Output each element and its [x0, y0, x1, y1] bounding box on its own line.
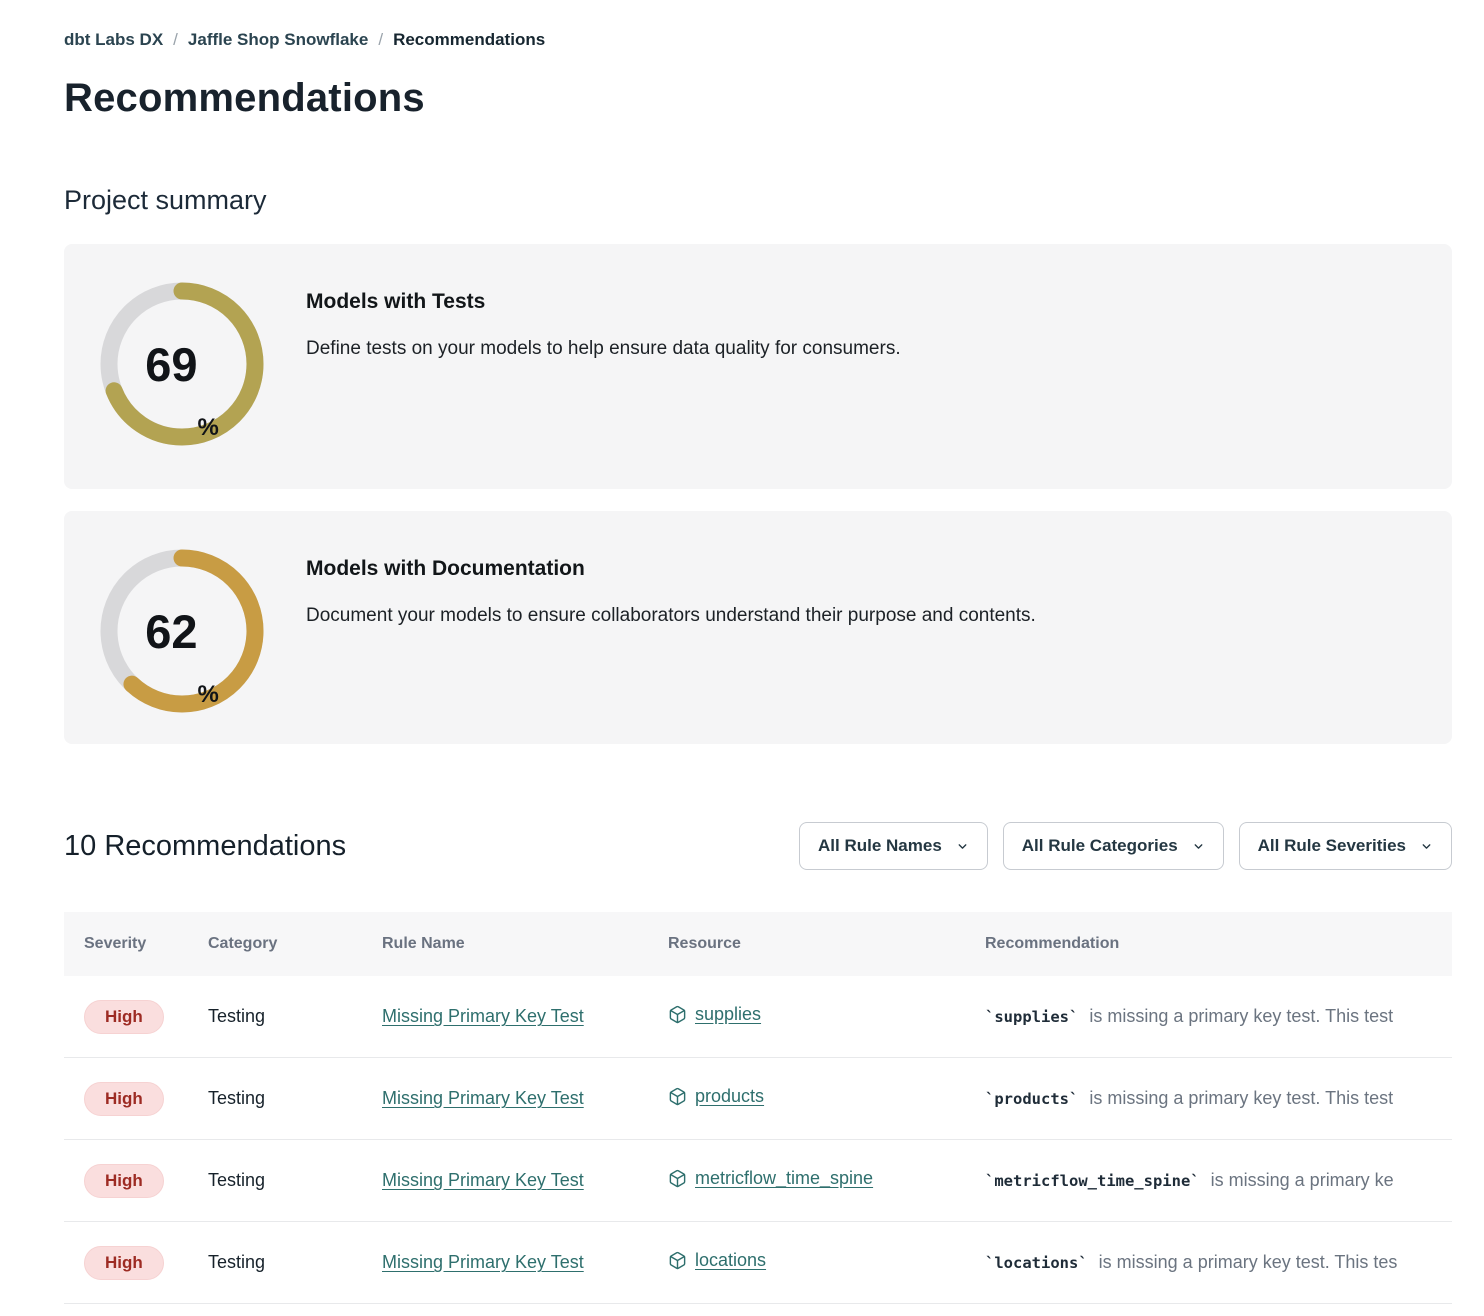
- resource-link[interactable]: products: [695, 1086, 765, 1106]
- recommendation-text: is missing a primary key test. This tes: [1098, 1252, 1398, 1272]
- documentation-percent-sign: %: [197, 681, 219, 708]
- model-cube-icon: [669, 1005, 686, 1024]
- category-cell: Testing: [208, 1088, 266, 1108]
- resource-link[interactable]: locations: [695, 1250, 767, 1270]
- documentation-percent-value: 62: [145, 604, 198, 658]
- table-row: High Testing Missing Primary Key Test me…: [64, 1140, 1452, 1222]
- tests-percent-label: 69 %: [100, 282, 264, 446]
- column-header-resource: Resource: [668, 935, 741, 952]
- rule-severities-filter-dropdown[interactable]: All Rule Severities: [1238, 822, 1452, 870]
- chevron-down-icon: [958, 843, 967, 849]
- recommendation-cell: `locations` is missing a primary key tes…: [985, 1252, 1452, 1273]
- breadcrumb-item-current: Recommendations: [393, 30, 546, 49]
- table-row: High Testing Missing Primary Key Test lo…: [64, 1222, 1452, 1304]
- breadcrumb-separator: /: [173, 30, 178, 49]
- recommendation-cell: `products` is missing a primary key test…: [985, 1088, 1452, 1109]
- table-header-row: Severity Category Rule Name Resource Rec…: [64, 912, 1452, 976]
- rule-name-link[interactable]: Missing Primary Key Test: [382, 1006, 584, 1026]
- column-header-category: Category: [208, 935, 278, 952]
- recommendation-text: is missing a primary key test. This test: [1089, 1088, 1394, 1108]
- resource-link[interactable]: supplies: [695, 1004, 762, 1024]
- column-header-recommendation: Recommendation: [985, 935, 1120, 952]
- resource-link[interactable]: metricflow_time_spine: [695, 1168, 874, 1188]
- model-cube-icon: [669, 1087, 686, 1106]
- severity-badge: High: [84, 1081, 164, 1116]
- page-title: Recommendations: [64, 76, 425, 120]
- recommendation-cell: `supplies` is missing a primary key test…: [985, 1006, 1452, 1027]
- column-header-severity: Severity: [84, 935, 147, 952]
- documentation-card-description: Document your models to ensure collabora…: [306, 605, 1036, 626]
- chevron-down-icon: [1422, 843, 1431, 849]
- documentation-card-title: Models with Documentation: [306, 557, 585, 580]
- tests-percent-sign: %: [197, 414, 219, 441]
- rule-categories-filter-label: All Rule Categories: [1021, 836, 1178, 855]
- tests-card-description: Define tests on your models to help ensu…: [306, 338, 901, 359]
- donut-ring-svg: [100, 549, 264, 713]
- rule-name-link[interactable]: Missing Primary Key Test: [382, 1252, 584, 1272]
- breadcrumb-item-project[interactable]: Jaffle Shop Snowflake: [187, 30, 369, 49]
- donut-ring-svg: [100, 282, 264, 446]
- rule-filters: All Rule Names All Rule Categories All R…: [799, 822, 1452, 870]
- model-cube-icon: [669, 1251, 686, 1270]
- documentation-percent-label: 62 %: [100, 549, 264, 713]
- project-summary-heading: Project summary: [64, 185, 267, 215]
- recommendation-code: `supplies`: [985, 1008, 1079, 1026]
- rule-names-filter-dropdown[interactable]: All Rule Names: [799, 822, 988, 870]
- recommendation-text: is missing a primary key test. This test: [1089, 1006, 1394, 1026]
- category-cell: Testing: [208, 1252, 266, 1272]
- category-cell: Testing: [208, 1170, 266, 1190]
- tests-card-title: Models with Tests: [306, 290, 486, 313]
- breadcrumb-separator: /: [378, 30, 384, 49]
- recommendation-code: `locations`: [985, 1254, 1088, 1272]
- rule-categories-filter-dropdown[interactable]: All Rule Categories: [1002, 822, 1224, 870]
- breadcrumb: dbt Labs DX / Jaffle Shop Snowflake / Re…: [64, 30, 1452, 50]
- recommendations-heading: 10 Recommendations: [64, 829, 347, 862]
- model-cube-icon: [669, 1169, 686, 1188]
- chevron-down-icon: [1194, 843, 1203, 849]
- recommendation-code: `metricflow_time_spine`: [985, 1172, 1200, 1190]
- breadcrumb-item-account[interactable]: dbt Labs DX: [64, 30, 164, 49]
- severity-badge: High: [84, 1163, 164, 1198]
- column-header-rule-name: Rule Name: [382, 935, 465, 952]
- rule-name-link[interactable]: Missing Primary Key Test: [382, 1170, 584, 1190]
- tests-donut-chart: 69 %: [100, 282, 264, 446]
- severity-badge: High: [84, 999, 164, 1034]
- summary-card-tests: 69 % Models with Tests Define tests on y…: [64, 244, 1452, 489]
- recommendation-text: is missing a primary ke: [1210, 1170, 1394, 1190]
- recommendation-code: `products`: [985, 1090, 1079, 1108]
- rule-severities-filter-label: All Rule Severities: [1257, 836, 1406, 855]
- tests-percent-value: 69: [145, 337, 198, 391]
- recommendations-table: Severity Category Rule Name Resource Rec…: [64, 912, 1452, 1304]
- table-row: High Testing Missing Primary Key Test su…: [64, 976, 1452, 1058]
- documentation-donut-chart: 62 %: [100, 549, 264, 713]
- table-row: High Testing Missing Primary Key Test pr…: [64, 1058, 1452, 1140]
- summary-card-documentation: 62 % Models with Documentation Document …: [64, 511, 1452, 744]
- recommendation-cell: `metricflow_time_spine` is missing a pri…: [985, 1170, 1452, 1191]
- rule-name-link[interactable]: Missing Primary Key Test: [382, 1088, 584, 1108]
- severity-badge: High: [84, 1245, 164, 1280]
- category-cell: Testing: [208, 1006, 266, 1026]
- rule-names-filter-label: All Rule Names: [818, 836, 942, 855]
